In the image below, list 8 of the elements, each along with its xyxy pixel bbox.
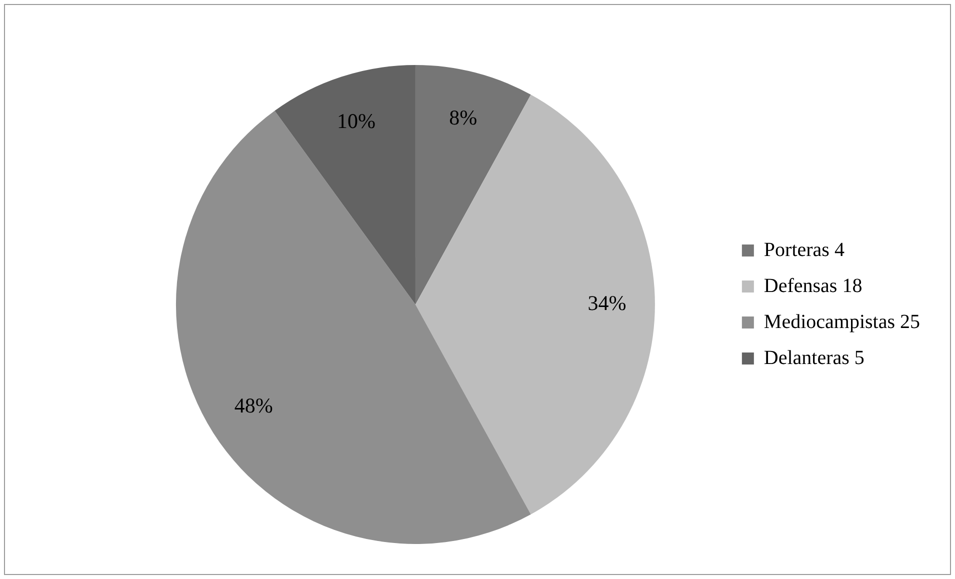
legend-label: Mediocampistas 25 [764,310,920,333]
legend-label: Defensas 18 [764,274,862,297]
data-label: 48% [234,394,273,418]
legend-label: Delanteras 5 [764,346,864,369]
data-label: 34% [588,291,626,316]
data-label: 8% [449,105,478,130]
data-label: 10% [337,108,376,133]
legend-label: Porteras 4 [764,238,844,261]
